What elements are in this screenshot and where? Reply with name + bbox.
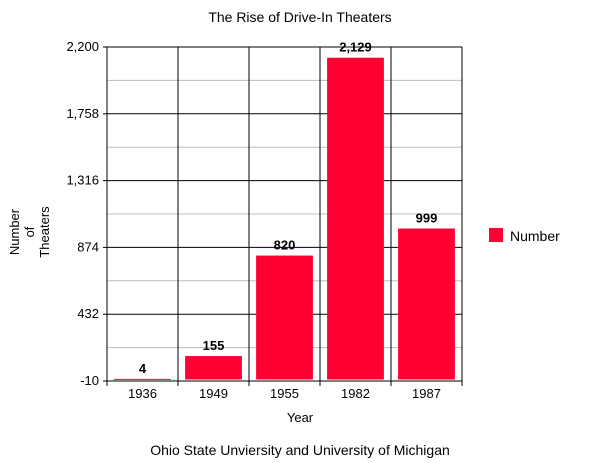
data-label-1987: 999 [416,211,438,226]
y-axis-title-line-2: of [22,226,37,237]
source-note: Ohio State Unviersity and University of … [150,442,450,458]
x-axis-title: Year [287,410,314,425]
bar-1982 [327,57,384,380]
x-axis-ticks: 1936 1949 1955 1982 1987 [106,381,463,401]
y-axis-title-line-3: Theaters [37,206,52,258]
y-axis-title: Number of Theaters [7,206,52,258]
x-tick-label: 1982 [341,386,370,401]
bar-1987 [398,228,455,380]
bar-1936 [114,378,171,380]
legend-label: Number [510,228,560,244]
y-axis-ticks: -10 432 874 1,316 1,758 2,200 [66,39,107,388]
bars-group [114,57,455,380]
y-tick-label: 1,316 [66,173,99,188]
legend-swatch [489,228,503,242]
y-tick-label: 874 [77,239,99,254]
bar-1955 [256,255,313,380]
x-tick-label: 1987 [412,386,441,401]
y-tick-label: -10 [80,373,99,388]
data-label-1955: 820 [274,238,296,253]
data-label-1949: 155 [203,338,225,353]
major-gridlines [106,46,463,382]
y-tick-label: 432 [77,306,99,321]
y-axis-title-line-1: Number [7,208,22,255]
x-tick-label: 1955 [270,386,299,401]
bar-1949 [185,356,242,380]
y-tick-label: 1,758 [66,106,99,121]
y-tick-label: 2,200 [66,39,99,54]
chart-title: The Rise of Drive-In Theaters [208,9,391,25]
data-label-1982: 2,129 [339,40,372,55]
data-labels-group: 4 155 820 2,129 999 [139,40,437,376]
x-tick-label: 1936 [128,386,157,401]
data-label-1936: 4 [139,361,147,376]
x-tick-label: 1949 [199,386,228,401]
legend: Number [489,228,560,244]
